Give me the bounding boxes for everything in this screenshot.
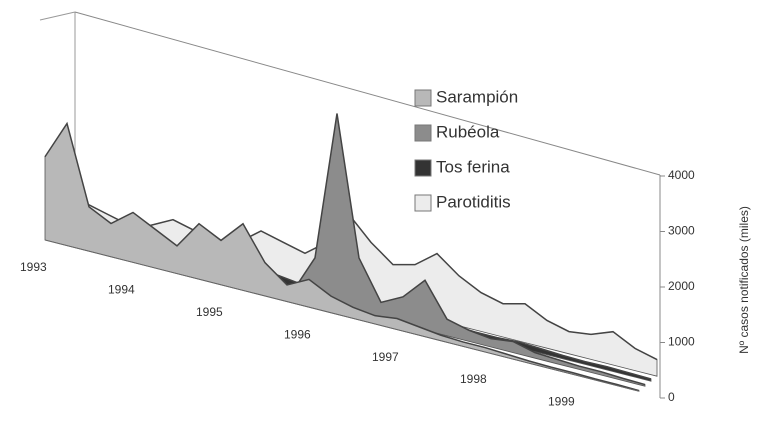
floor-edge	[44, 239, 640, 392]
legend-label: Rubéola	[436, 122, 500, 141]
x-tick-label: 1998	[460, 372, 487, 386]
legend-swatch	[414, 194, 432, 212]
area-top	[62, 202, 658, 361]
x-tick-label: 1993	[20, 260, 47, 274]
y-tick-label: 1000	[668, 335, 695, 349]
y-tick-label: 4000	[668, 168, 695, 182]
y-tick-label: 0	[668, 390, 675, 404]
legend-swatch	[414, 159, 432, 177]
legend-swatch	[414, 124, 432, 142]
legend-swatch	[414, 89, 432, 107]
y-axis-label: Nº casos notificados (miles)	[737, 206, 751, 354]
x-tick-label: 1997	[372, 350, 399, 364]
x-tick-label: 1994	[108, 283, 135, 297]
area-top	[44, 121, 640, 392]
legend-label: Sarampión	[436, 87, 518, 106]
x-tick-label: 1999	[548, 395, 575, 409]
wall-edge	[39, 11, 76, 21]
x-tick-label: 1996	[284, 327, 311, 341]
wall-edge	[74, 11, 661, 176]
y-tick-label: 2000	[668, 279, 695, 293]
x-tick-label: 1995	[196, 305, 223, 319]
legend-label: Parotiditis	[436, 192, 511, 211]
y-tick-label: 3000	[668, 224, 695, 238]
legend-label: Tos ferina	[436, 157, 510, 176]
